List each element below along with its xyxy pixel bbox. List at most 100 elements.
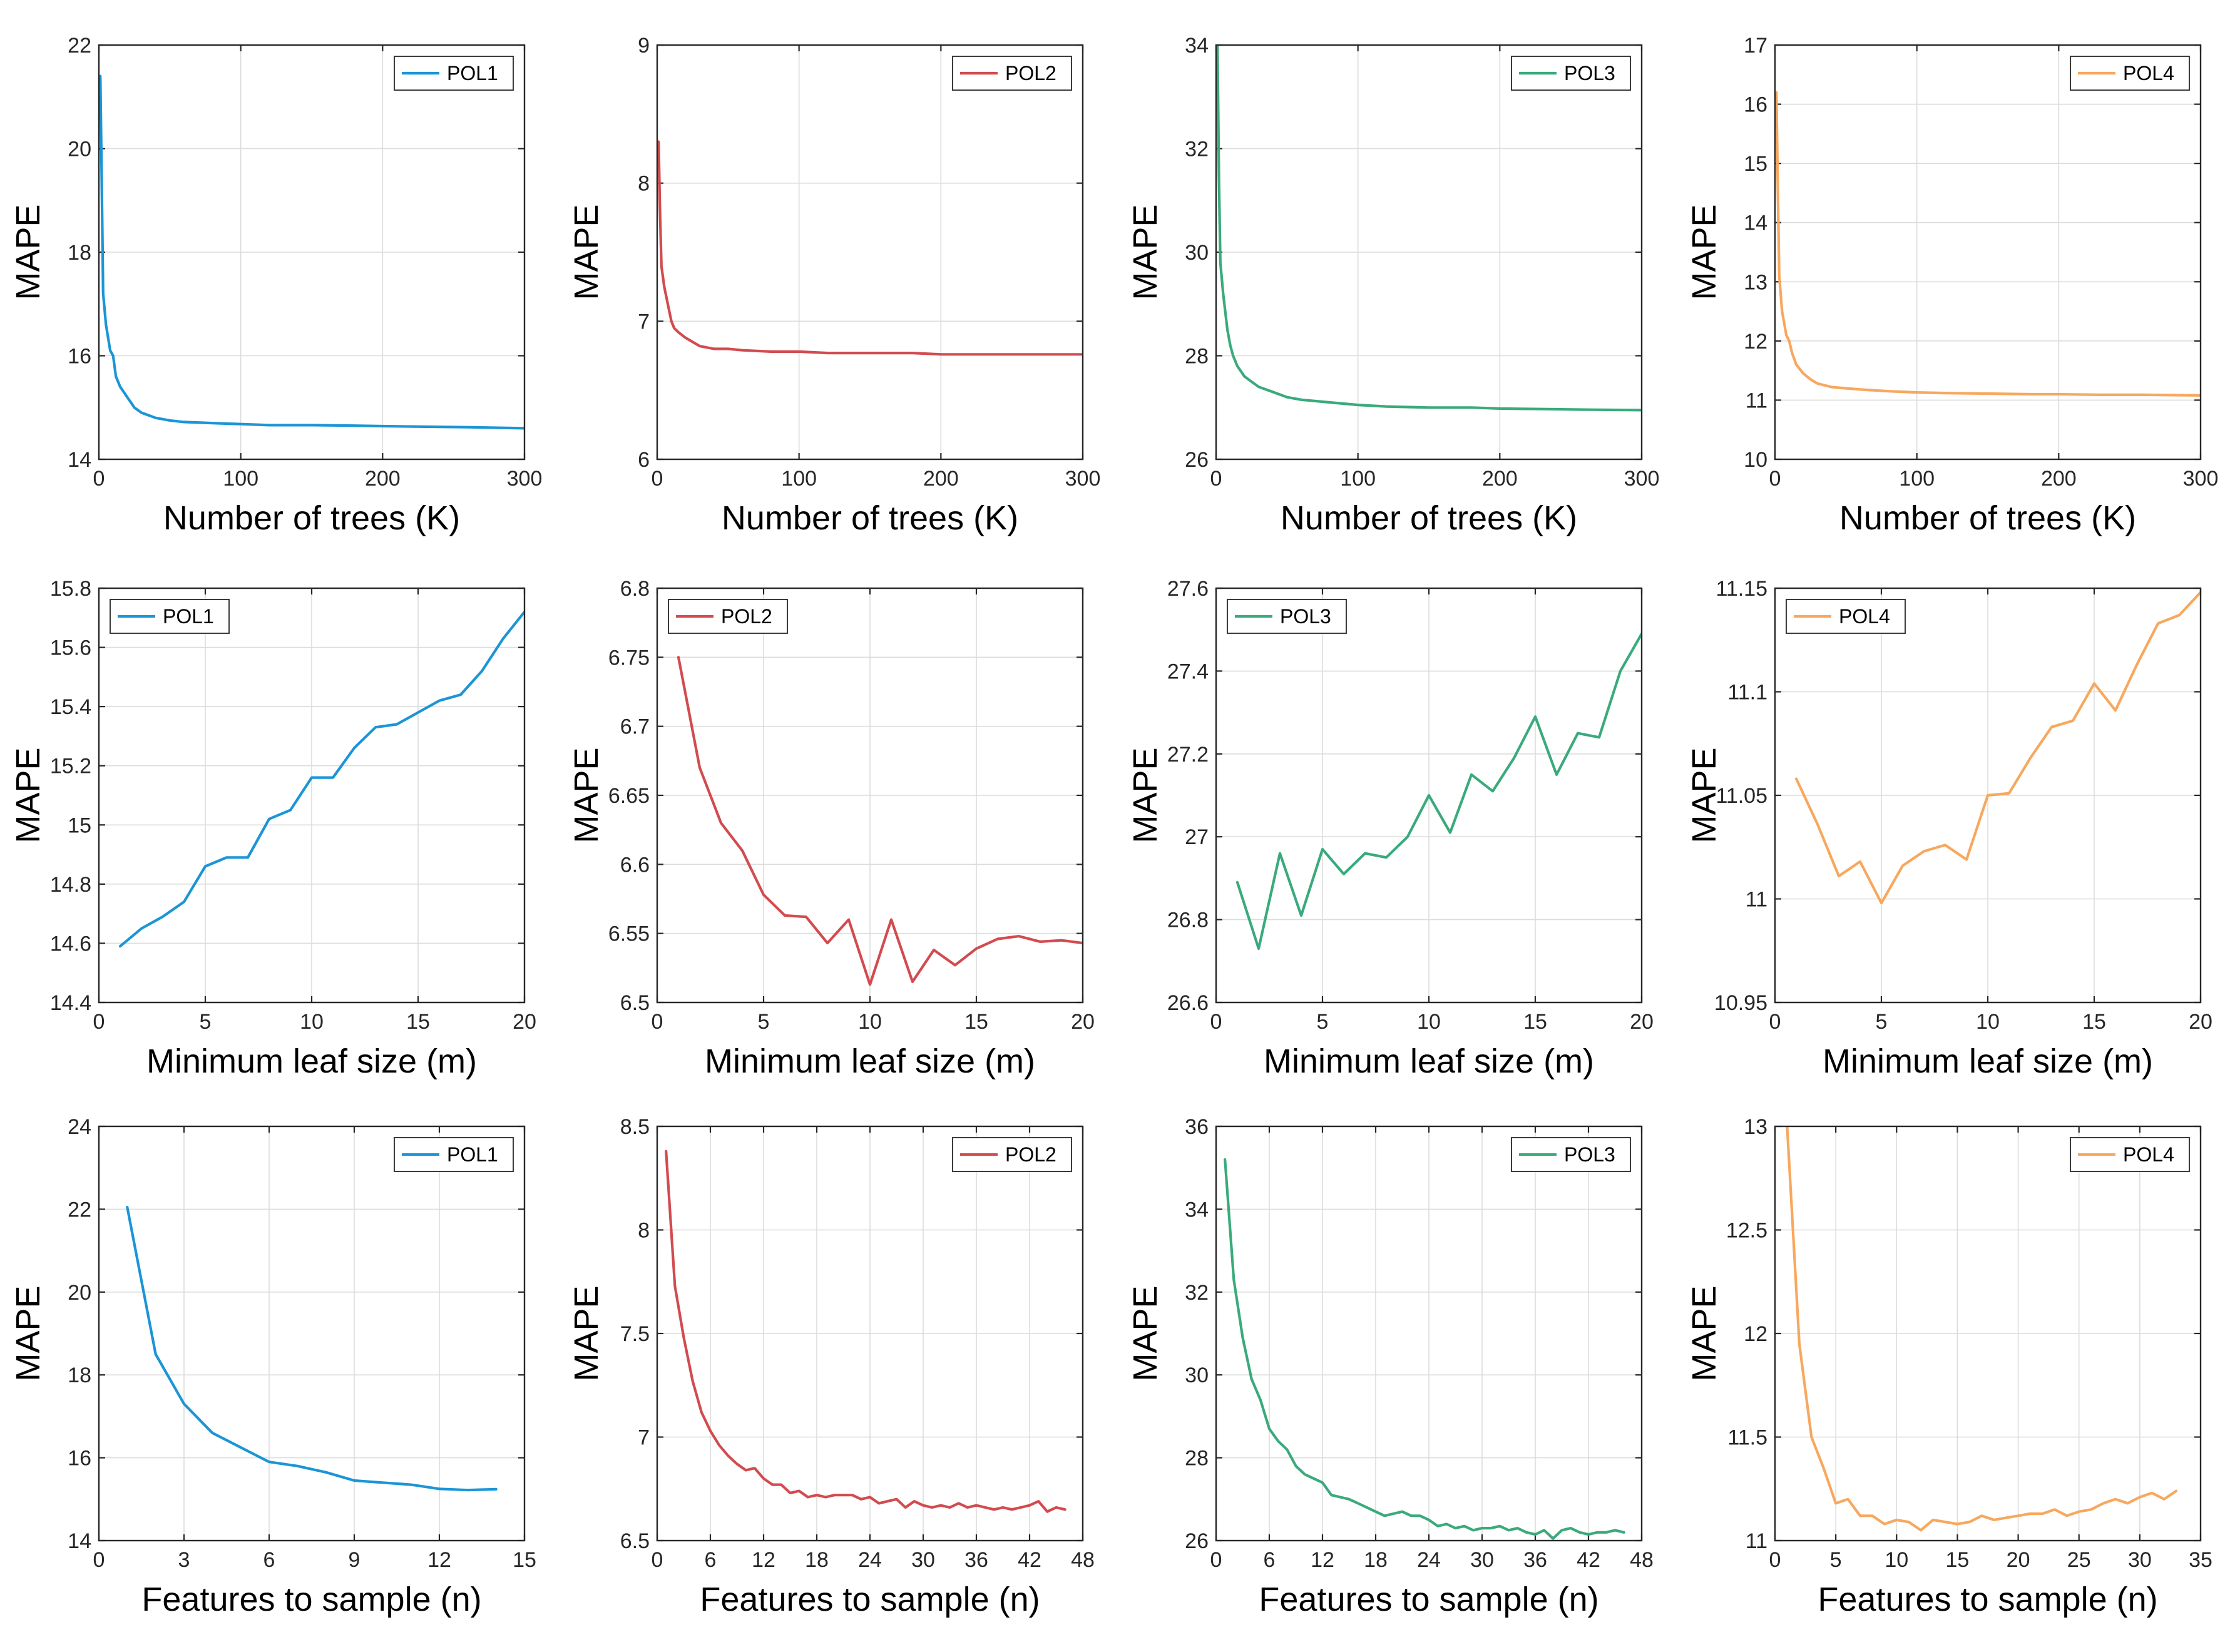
y-tick-label: 26 — [1185, 448, 1209, 472]
legend-label: POL2 — [1005, 62, 1056, 84]
chart-r3c1: 0 3 6 9 12 15 14 16 18 20 22 24 Features to sample (… — [9, 1115, 536, 1618]
legend: POL2 — [952, 1137, 1072, 1172]
y-axis-label: MAPE — [568, 747, 605, 843]
y-axis-label: MAPE — [568, 204, 605, 300]
x-tick-label: 25 — [2067, 1548, 2091, 1572]
x-tick-label: 200 — [923, 467, 959, 491]
axes-frame — [1215, 44, 1643, 461]
legend: POL2 — [668, 599, 788, 634]
series-line-pol4 — [1786, 1126, 2178, 1532]
x-tick-label: 12 — [427, 1548, 451, 1572]
x-tick-label: 6 — [1264, 1548, 1276, 1572]
legend: POL3 — [1227, 599, 1347, 634]
y-tick-label: 14.4 — [50, 991, 91, 1015]
y-tick-label: 6.7 — [620, 715, 650, 739]
y-tick-label: 8 — [638, 172, 650, 196]
x-axis-label: Features to sample (n) — [700, 1581, 1040, 1618]
legend: POL2 — [952, 56, 1072, 91]
y-axis-label: MAPE — [1685, 204, 1723, 300]
y-tick-label: 14 — [1744, 212, 1767, 235]
x-tick-label: 0 — [93, 1548, 105, 1572]
legend-label: POL4 — [2123, 1143, 2174, 1166]
y-tick-label: 32 — [1185, 1281, 1209, 1305]
y-tick-label: 7.5 — [620, 1322, 650, 1346]
x-tick-label: 20 — [1630, 1010, 1654, 1034]
x-axis-label: Features to sample (n) — [1259, 1581, 1598, 1618]
x-axis-label: Number of trees (K) — [1281, 499, 1577, 537]
y-tick-label: 16 — [68, 345, 91, 369]
y-tick-label: 16 — [68, 1447, 91, 1471]
x-tick-label: 12 — [1311, 1548, 1334, 1572]
y-tick-label: 15 — [1744, 152, 1767, 176]
x-axis-label: Number of trees (K) — [163, 499, 460, 537]
series-line-pol4 — [1794, 591, 2201, 905]
y-tick-label: 6.5 — [620, 991, 650, 1015]
y-tick-label: 10 — [1744, 448, 1767, 472]
y-axis-label: MAPE — [9, 1285, 47, 1381]
x-tick-label: 35 — [2189, 1548, 2212, 1572]
chart-r3c2: 0 6 12 18 24 30 36 42 48 6.5 7 7.5 8 8.5 Features to s… — [568, 1115, 1095, 1618]
y-axis-label: MAPE — [1685, 747, 1723, 843]
chart-r2c2: 0 5 10 15 20 6.5 6.55 6.6 6.65 6.7 6.75 6.8 Minimum … — [568, 577, 1095, 1080]
y-tick-label: 7 — [638, 310, 650, 334]
y-tick-label: 22 — [68, 1198, 91, 1221]
y-tick-label: 10.95 — [1714, 991, 1767, 1015]
x-tick-label: 0 — [652, 467, 663, 491]
x-tick-label: 42 — [1577, 1548, 1600, 1572]
series-line-pol1 — [126, 1206, 498, 1492]
y-tick-label: 32 — [1185, 138, 1209, 161]
x-tick-label: 100 — [1340, 467, 1376, 491]
x-tick-label: 300 — [1624, 467, 1660, 491]
x-tick-label: 9 — [349, 1548, 361, 1572]
y-tick-label: 18 — [68, 241, 91, 265]
axes-frame — [1215, 1125, 1643, 1542]
x-tick-label: 0 — [93, 1010, 105, 1034]
series-line-pol2 — [677, 656, 1083, 986]
x-axis-label: Minimum leaf size (m) — [146, 1043, 477, 1080]
legend: POL1 — [394, 56, 514, 91]
x-tick-label: 10 — [858, 1010, 882, 1034]
x-axis-label: Minimum leaf size (m) — [1823, 1043, 2153, 1080]
y-tick-label: 27 — [1185, 825, 1209, 849]
y-tick-label: 12 — [1744, 330, 1767, 354]
y-tick-label: 12.5 — [1726, 1219, 1767, 1243]
chart-r3c4: 0 5 10 15 20 25 30 35 11 11.5 12 12.5 13 Features to … — [1685, 1115, 2212, 1618]
y-axis-label: MAPE — [9, 204, 47, 300]
x-tick-label: 12 — [752, 1548, 775, 1572]
x-tick-label: 200 — [365, 467, 401, 491]
axes-frame — [656, 44, 1084, 461]
y-tick-label: 6.55 — [608, 922, 650, 946]
y-tick-label: 27.6 — [1167, 577, 1209, 601]
legend-box — [1227, 599, 1347, 634]
chart-r2c3: 0 5 10 15 20 26.6 26.8 27 27.2 27.4 27.6 Minimum le… — [1127, 577, 1654, 1080]
legend-label: POL4 — [2123, 62, 2174, 84]
x-tick-label: 48 — [1071, 1548, 1095, 1572]
chart-r1c4: 0 100 200 300 10 11 12 13 14 15 16 17 Number of tree… — [1685, 34, 2218, 537]
x-tick-label: 42 — [1018, 1548, 1041, 1572]
y-tick-label: 7 — [638, 1426, 650, 1450]
x-tick-label: 36 — [1523, 1548, 1547, 1572]
y-tick-label: 13 — [1744, 270, 1767, 294]
x-tick-label: 300 — [507, 467, 543, 491]
series-line-pol3 — [1224, 1158, 1625, 1540]
y-tick-label: 15.8 — [50, 577, 91, 601]
x-tick-label: 5 — [1830, 1548, 1842, 1572]
x-axis-label: Features to sample (n) — [1818, 1581, 2157, 1618]
legend-label: POL1 — [163, 605, 214, 628]
x-tick-label: 10 — [1976, 1010, 2000, 1034]
x-axis-label: Number of trees (K) — [722, 499, 1018, 537]
y-tick-label: 24 — [68, 1115, 91, 1139]
y-axis-label: MAPE — [1685, 1285, 1723, 1381]
chart-r2c1: 0 5 10 15 20 14.4 14.6 14.8 15 15.2 15.4 15.6 15.8 Mi… — [9, 577, 536, 1080]
legend: POL1 — [110, 599, 230, 634]
y-tick-label: 8.5 — [620, 1115, 650, 1139]
y-tick-label: 8 — [638, 1219, 650, 1243]
legend: POL4 — [1786, 599, 1906, 634]
chart-r1c3: 0 100 200 300 26 28 30 32 34 Number of trees (K) M… — [1127, 34, 1659, 537]
y-tick-label: 17 — [1744, 34, 1767, 58]
y-tick-label: 12 — [1744, 1322, 1767, 1346]
y-tick-label: 15.2 — [50, 755, 91, 778]
y-tick-label: 15.4 — [50, 695, 91, 719]
legend-label: POL3 — [1564, 1143, 1615, 1166]
series-line-pol3 — [1235, 632, 1642, 950]
